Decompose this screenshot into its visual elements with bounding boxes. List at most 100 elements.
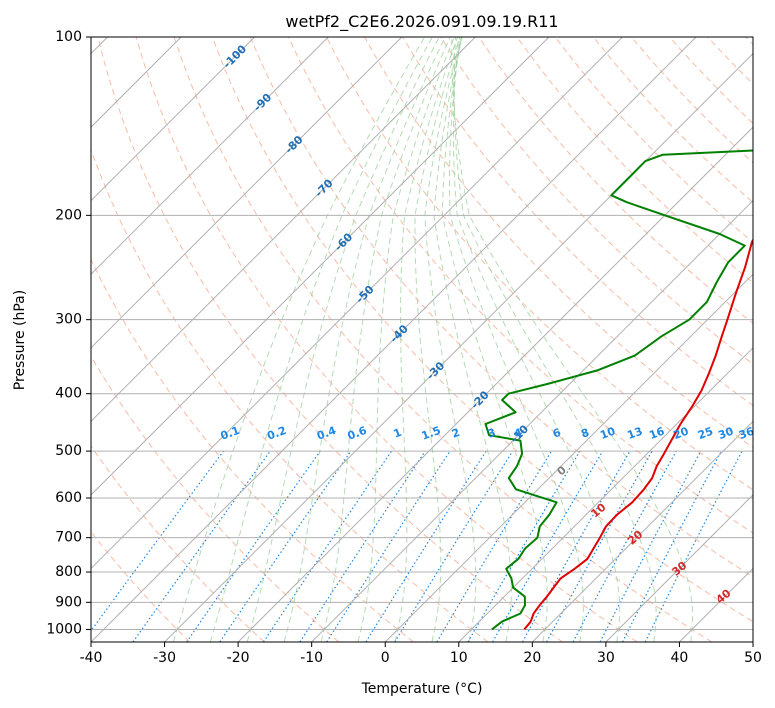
moist-adiabat-line bbox=[414, 37, 461, 642]
isotherm-line bbox=[311, 199, 753, 642]
dry-adiabat-line bbox=[173, 37, 713, 642]
mixing-ratio-line bbox=[262, 450, 392, 642]
y-tick-label: 100 bbox=[55, 29, 82, 45]
plot-frame bbox=[90, 36, 754, 643]
dry-adiabat-line bbox=[326, 37, 753, 491]
dewpoint-profile-line bbox=[484, 149, 753, 631]
moist-adiabat-line bbox=[441, 37, 548, 642]
moist-adiabat-line bbox=[453, 37, 621, 642]
axes-layer: -40 -30 -20 -10 0 10 20 30 40 5010020030040050060… bbox=[46, 29, 762, 666]
mixing-ratio-label: 6 bbox=[551, 426, 563, 441]
temperature-profile-line bbox=[523, 238, 753, 631]
mixing-ratio-line bbox=[521, 450, 631, 642]
isotherm-line bbox=[91, 37, 623, 570]
mixing-ratio-line bbox=[644, 450, 743, 642]
x-tick-label: 10 bbox=[450, 650, 468, 666]
x-tick-label: 40 bbox=[671, 650, 689, 666]
mixing-ratio-label: 1.5 bbox=[420, 424, 443, 443]
y-tick-label: 400 bbox=[55, 386, 82, 402]
mixing-ratio-label: 16 bbox=[647, 424, 666, 442]
dry-adiabat-line bbox=[211, 37, 753, 623]
mixing-ratio-line bbox=[186, 450, 321, 642]
moist-adiabat-line bbox=[453, 37, 657, 642]
mixing-ratio-label: 8 bbox=[579, 426, 591, 441]
y-tick-label: 300 bbox=[55, 312, 82, 328]
dry-adiabat-line bbox=[91, 445, 265, 642]
isotherm-line bbox=[384, 273, 753, 642]
isotherm-line bbox=[164, 52, 753, 642]
moist-adiabat-line bbox=[357, 37, 455, 642]
mixing-ratio-line bbox=[132, 450, 271, 642]
isotherm-line bbox=[91, 37, 403, 349]
moist-adiabat-line bbox=[283, 37, 446, 642]
moist-adiabat-line bbox=[209, 37, 433, 642]
dry-adiabat-line bbox=[249, 37, 753, 578]
isotherm-line bbox=[91, 37, 697, 642]
background-lines-layer bbox=[91, 37, 753, 642]
moist-adiabat-line bbox=[246, 37, 440, 642]
mixing-ratio-label: 13 bbox=[625, 425, 644, 442]
mixing-ratio-label: 20 bbox=[672, 424, 691, 442]
y-tick-label: 200 bbox=[55, 207, 82, 223]
x-tick-label: 0 bbox=[381, 650, 390, 666]
mixing-ratio-label: 0.4 bbox=[315, 424, 338, 443]
mixing-ratio-line bbox=[394, 450, 514, 642]
y-tick-label: 600 bbox=[55, 490, 82, 506]
x-tick-label: -40 bbox=[80, 650, 103, 666]
moist-adiabat-line bbox=[449, 37, 584, 642]
y-tick-label: 900 bbox=[55, 594, 82, 610]
mixing-ratio-label: 0.6 bbox=[346, 424, 369, 443]
mixing-ratio-line bbox=[91, 450, 224, 632]
grid-layer bbox=[91, 37, 753, 642]
mixing-ratio-label: 4 bbox=[512, 426, 524, 441]
moist-adiabat-line bbox=[172, 37, 426, 642]
y-tick-label: 1000 bbox=[46, 621, 82, 637]
x-tick-label: 30 bbox=[597, 650, 615, 666]
x-tick-label: -20 bbox=[227, 650, 250, 666]
isotherm-line bbox=[91, 37, 550, 496]
isotherm-line bbox=[531, 420, 753, 642]
dry-adiabat-line bbox=[135, 37, 638, 642]
mixing-ratio-line bbox=[546, 450, 653, 642]
mixing-ratio-line bbox=[572, 450, 677, 642]
moist-adiabat-line bbox=[394, 37, 459, 642]
x-tick-label: 50 bbox=[744, 650, 762, 666]
mixing-ratio-label: 0.2 bbox=[265, 424, 288, 443]
dry-adiabat-line bbox=[91, 355, 340, 642]
x-tick-label: -10 bbox=[300, 650, 323, 666]
profile-layer bbox=[484, 149, 753, 631]
y-tick-label: 700 bbox=[55, 530, 82, 546]
mixing-ratio-label: 10 bbox=[598, 424, 617, 442]
mixing-ratio-line bbox=[326, 450, 451, 642]
y-axis-title: Pressure (hPa) bbox=[12, 290, 28, 390]
y-tick-label: 800 bbox=[55, 564, 82, 580]
moist-adiabat-line bbox=[433, 37, 512, 642]
mixing-ratio-label: 0.1 bbox=[219, 424, 242, 443]
chart-title: wetPf2_C2E6.2026.091.09.19.R11 bbox=[285, 12, 558, 32]
isotherm-line bbox=[605, 494, 753, 642]
mixing-ratio-label: 3 bbox=[486, 426, 498, 441]
mixing-ratio-line bbox=[219, 450, 352, 642]
isotherm-line bbox=[237, 126, 753, 642]
moist-adiabat-line bbox=[424, 37, 477, 642]
x-axis-title: Temperature (°C) bbox=[361, 681, 483, 697]
mixing-ratio-label: 36 bbox=[737, 424, 756, 442]
x-tick-label: 20 bbox=[523, 650, 541, 666]
x-tick-label: -30 bbox=[153, 650, 176, 666]
dry-adiabat-line bbox=[287, 37, 753, 534]
mixing-ratio-label: 2 bbox=[450, 426, 462, 441]
dry-adiabat-line bbox=[97, 37, 563, 642]
isotherm-line bbox=[91, 37, 329, 275]
isotherm-line bbox=[91, 37, 256, 202]
moist-adiabat-line bbox=[320, 37, 451, 642]
isotherm-line bbox=[91, 37, 476, 423]
mixing-ratio-label: 1 bbox=[392, 426, 404, 441]
y-tick-label: 500 bbox=[55, 443, 82, 459]
dry-adiabat-line bbox=[91, 258, 414, 642]
isotherm-line bbox=[458, 347, 753, 642]
mixing-ratio-label: 25 bbox=[696, 425, 715, 442]
mixing-ratio-line bbox=[299, 450, 426, 642]
mixing-ratio-label: 30 bbox=[716, 424, 735, 442]
